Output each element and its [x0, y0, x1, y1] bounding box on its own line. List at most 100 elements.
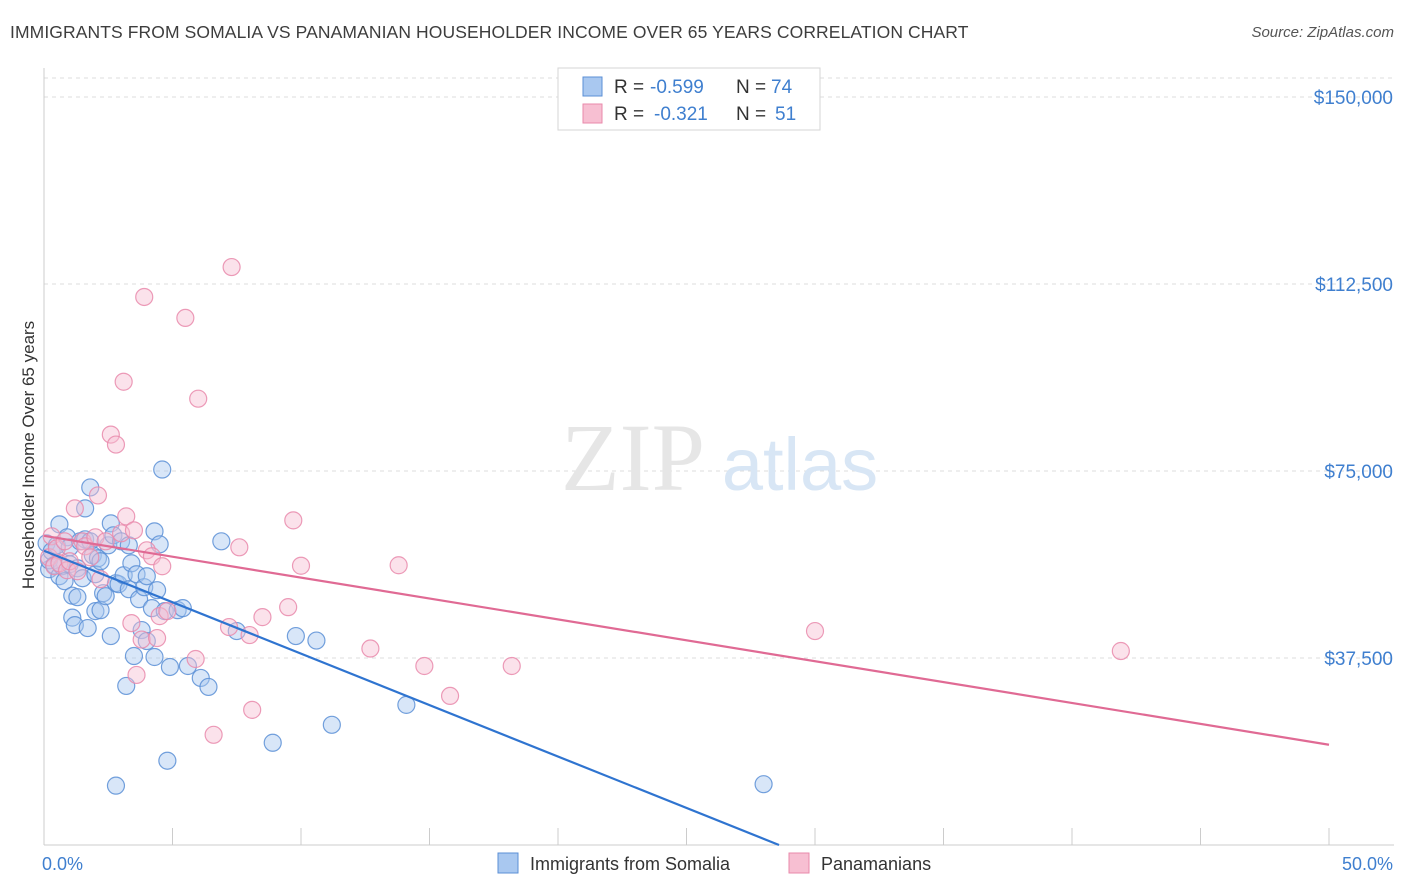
point-panama-17 [101, 425, 120, 444]
point-somalia-44 [122, 554, 141, 573]
point-panama-5 [55, 532, 74, 551]
y-tick-label-3: $150,000 [1314, 88, 1393, 109]
point-panama-20 [114, 372, 133, 391]
trend-line-somalia [43, 549, 780, 847]
point-panama-48 [415, 656, 434, 676]
point-panama-46 [361, 639, 380, 658]
point-panama-12 [81, 548, 100, 567]
bottom-legend-label-panama: Panamanians [821, 854, 931, 874]
legend-swatch-panama [582, 103, 603, 124]
legend-n-label-somalia: N = [736, 77, 766, 98]
legend-r-value-panama: -0.321 [654, 104, 708, 125]
point-panama-49 [440, 686, 460, 705]
point-somalia-48 [132, 620, 151, 640]
watermark-atlas: atlas [722, 423, 878, 506]
point-somalia-70 [307, 631, 326, 650]
point-panama-45 [291, 556, 311, 575]
legend-n-value-somalia: 74 [771, 77, 793, 98]
point-somalia-59 [158, 751, 177, 770]
point-panama-31 [153, 557, 172, 576]
point-panama-23 [124, 521, 144, 540]
point-somalia-28 [88, 549, 108, 568]
point-panama-42 [253, 608, 272, 627]
y-tick-label-2: $112,500 [1315, 275, 1393, 296]
trend-line-panama [43, 534, 1330, 746]
x-tick-label-1: 50.0% [1342, 854, 1393, 874]
stats-legend: R = -0.599 N = 74 R = -0.321 N = 51 [557, 67, 821, 131]
point-panama-8 [65, 499, 84, 518]
point-panama-39 [230, 538, 249, 557]
point-panama-50 [502, 656, 521, 676]
point-panama-44 [284, 511, 303, 530]
point-somalia-16 [68, 588, 87, 607]
point-panama-41 [243, 700, 262, 719]
legend-r-label-panama: R = [614, 104, 644, 125]
legend-swatch-somalia [582, 76, 603, 97]
x-tick-label-0: 0.0% [42, 854, 83, 874]
watermark-zip: ZIP [561, 404, 705, 511]
gridlines [44, 77, 1394, 659]
point-somalia-68 [263, 733, 282, 752]
point-somalia-34 [101, 626, 120, 646]
point-panama-51 [805, 621, 825, 641]
point-panama-38 [222, 257, 241, 277]
point-somalia-45 [124, 646, 144, 666]
point-panama-18 [106, 435, 126, 454]
trend-lines [43, 534, 1330, 847]
point-panama-33 [176, 308, 195, 328]
point-somalia-66 [212, 532, 231, 551]
bottom-legend-label-somalia: Immigrants from Somalia [530, 854, 731, 874]
axes [43, 68, 1394, 846]
watermark: ZIP atlas [561, 404, 878, 511]
point-somalia-71 [322, 715, 341, 734]
point-panama-32 [158, 602, 177, 621]
point-somalia-13 [63, 608, 82, 627]
x-tick-labels: 0.0% 50.0% [42, 854, 1393, 874]
point-somalia-22 [78, 618, 97, 638]
legend-r-label-somalia: R = [614, 77, 644, 98]
point-somalia-73 [754, 775, 773, 794]
y-axis-label: Householder Income Over 65 years [19, 321, 38, 589]
point-somalia-50 [137, 567, 156, 586]
chart-title: IMMIGRANTS FROM SOMALIA VS PANAMANIAN HO… [10, 22, 969, 42]
legend-n-value-panama: 51 [775, 104, 796, 125]
point-panama-47 [389, 556, 408, 575]
point-panama-22 [122, 613, 141, 633]
point-somalia-65 [199, 677, 218, 697]
point-panama-34 [186, 649, 205, 669]
point-panama-21 [117, 507, 136, 526]
y-tick-label-0: $37,500 [1324, 649, 1393, 670]
point-panama-43 [279, 598, 298, 617]
point-somalia-21 [76, 499, 95, 518]
series-legend: Immigrants from Somalia Panamanians [497, 852, 931, 874]
bottom-legend-swatch-panama [788, 852, 810, 874]
point-somalia-9 [55, 572, 74, 591]
point-panama-35 [189, 389, 208, 408]
point-somalia-32 [96, 587, 115, 606]
bottom-legend-swatch-somalia [497, 852, 519, 874]
point-panama-13 [86, 528, 105, 547]
point-somalia-54 [145, 647, 164, 667]
point-somalia-60 [160, 657, 180, 677]
point-panama-14 [88, 486, 108, 505]
point-panama-29 [147, 628, 167, 648]
point-panama-26 [135, 287, 154, 307]
point-somalia-63 [178, 656, 198, 676]
y-tick-labels: $37,500 $75,000 $112,500 $150,000 [1314, 88, 1393, 670]
point-somalia-31 [94, 584, 113, 603]
point-somalia-47 [129, 590, 149, 609]
legend-n-label-panama: N = [736, 104, 766, 125]
point-somalia-57 [153, 460, 172, 479]
point-panama-52 [1111, 641, 1130, 661]
point-panama-25 [132, 630, 151, 649]
point-somalia-69 [286, 626, 305, 646]
point-panama-24 [127, 665, 146, 685]
legend-r-value-somalia: -0.599 [650, 77, 704, 98]
point-panama-36 [204, 725, 223, 744]
source-label: Source: ZipAtlas.com [1251, 24, 1394, 41]
point-somalia-29 [91, 552, 110, 571]
y-tick-label-1: $75,000 [1324, 462, 1393, 483]
point-somalia-74 [106, 776, 126, 795]
